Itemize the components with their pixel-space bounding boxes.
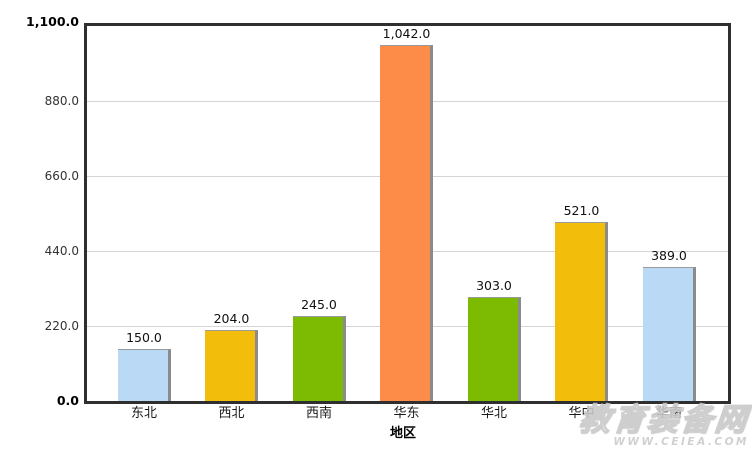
value-label: 303.0 [476,278,512,293]
x-tick-label-华北: 华北 [480,406,507,421]
x-axis-title: 地区 [389,426,417,441]
x-tick-label-东北: 东北 [130,406,157,421]
bar-华中 [555,222,608,401]
bar-华东 [380,45,433,401]
y-tick-label: 660.0 [44,169,79,183]
plot-inner: 150.0 204.0 245.0 1,042.0 303.0 521.0 389.0 [87,26,728,401]
bar-东北 [117,349,171,401]
x-tick-label-西北: 西北 [218,406,245,421]
bar-华南 [642,267,696,401]
value-label: 204.0 [213,311,250,326]
value-label: 521.0 [563,203,600,218]
y-tick-label: 1,100.0 [26,14,79,29]
y-tick-label: 440.0 [44,244,79,258]
x-tick-label-华南: 华南 [655,406,682,421]
x-tick-label-华中: 华中 [568,406,595,421]
value-label: 389.0 [651,248,687,263]
x-tick-label-西南: 西南 [305,406,332,421]
value-label: 1,042.0 [382,26,431,41]
bar-西南 [292,316,346,401]
y-tick-label: 220.0 [44,319,79,333]
watermark-site-url: WWW.CEIEA.COM [613,436,749,448]
bar-西北 [205,330,258,401]
y-tick-label: 0.0 [56,393,79,408]
x-tick-label-华东: 华东 [393,406,420,421]
y-tick-label: 880.0 [44,94,79,108]
bar-华北 [467,297,521,401]
value-label: 150.0 [126,330,162,345]
value-label: 245.0 [301,297,337,312]
